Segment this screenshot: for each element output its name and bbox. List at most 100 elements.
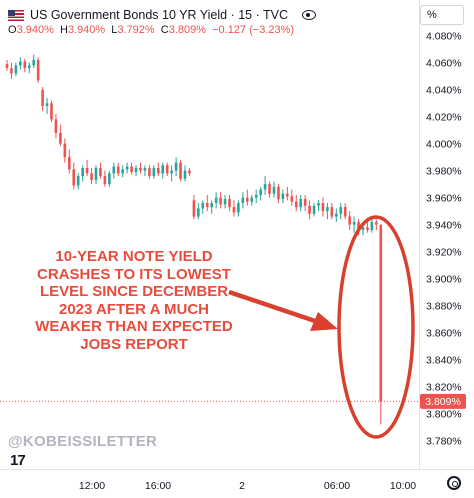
candle-body bbox=[14, 65, 18, 74]
candle-body bbox=[303, 199, 307, 206]
candle bbox=[294, 194, 298, 212]
candle bbox=[223, 194, 227, 209]
candle-body bbox=[45, 103, 49, 106]
candle bbox=[201, 200, 205, 214]
candle-body bbox=[205, 203, 209, 208]
candle bbox=[317, 200, 320, 212]
time-axis-labels: 12:00 16:00 2 06:00 10:00 bbox=[79, 480, 416, 492]
candle-body bbox=[179, 162, 182, 179]
candle bbox=[321, 197, 325, 217]
candle-body bbox=[272, 186, 276, 194]
low-value: 3.792% bbox=[117, 24, 155, 36]
candle bbox=[108, 170, 111, 187]
candle-body bbox=[375, 221, 378, 225]
candle bbox=[143, 165, 147, 177]
candle bbox=[85, 159, 89, 177]
candle-body bbox=[321, 203, 325, 212]
candle bbox=[303, 194, 307, 212]
high-label: H bbox=[59, 24, 68, 36]
candle-body bbox=[339, 207, 343, 214]
candle bbox=[326, 203, 329, 220]
candle bbox=[157, 162, 160, 177]
candle-body bbox=[263, 184, 267, 190]
candle bbox=[352, 216, 356, 233]
candle bbox=[5, 60, 9, 71]
candle-body bbox=[299, 199, 302, 208]
symbol-title: US Government Bonds 10 YR Yield · 15 · T… bbox=[30, 8, 288, 22]
unit-toggle-button[interactable]: % bbox=[420, 5, 464, 25]
y-tick-label: 4.020% bbox=[426, 112, 462, 124]
annotation-arrow-shaft bbox=[228, 289, 319, 325]
low-label: L bbox=[111, 24, 118, 36]
candle bbox=[139, 162, 142, 174]
y-tick-label: 3.800% bbox=[426, 409, 462, 421]
candle-body bbox=[286, 193, 289, 197]
y-tick-label: 3.940% bbox=[426, 220, 462, 232]
candle bbox=[148, 165, 151, 179]
candle bbox=[27, 62, 31, 74]
candle-body bbox=[370, 221, 374, 231]
candle-body bbox=[219, 197, 222, 205]
candle-body bbox=[27, 65, 31, 69]
y-tick-label: 4.040% bbox=[426, 85, 462, 97]
candle bbox=[152, 165, 156, 179]
candle-body bbox=[125, 166, 129, 170]
y-tick-label: 3.860% bbox=[426, 328, 462, 340]
candle-body bbox=[170, 170, 173, 174]
candle-body bbox=[210, 203, 213, 208]
candle-body bbox=[161, 165, 165, 174]
candle-body bbox=[116, 166, 120, 174]
y-tick-label: 4.080% bbox=[426, 31, 462, 43]
candle bbox=[188, 167, 191, 177]
candle bbox=[161, 162, 165, 179]
last-price-tag-text: 3.809% bbox=[425, 396, 461, 408]
candle bbox=[63, 138, 67, 163]
candle bbox=[130, 162, 133, 175]
y-tick-label: 3.920% bbox=[426, 247, 462, 259]
y-tick-label: 3.780% bbox=[426, 436, 462, 448]
watermark: @KOBEISSILETTER bbox=[8, 433, 158, 450]
candle-body bbox=[130, 166, 133, 173]
highlight-ellipse bbox=[337, 215, 415, 439]
candle-body bbox=[108, 173, 111, 185]
annotation-arrow-head bbox=[310, 312, 338, 331]
change-value: −0.127 (−3.23%) bbox=[212, 24, 295, 36]
eye-icon[interactable] bbox=[302, 10, 316, 20]
candle bbox=[205, 194, 209, 212]
candle bbox=[339, 203, 343, 220]
candle bbox=[348, 211, 351, 231]
candle-body bbox=[366, 227, 369, 231]
candle bbox=[36, 57, 40, 83]
candle bbox=[121, 165, 124, 178]
candle-body bbox=[112, 166, 116, 174]
candle-body bbox=[294, 201, 298, 208]
candle-body bbox=[174, 162, 178, 171]
candle bbox=[165, 162, 169, 177]
candle-body bbox=[254, 194, 258, 198]
candle-body bbox=[68, 157, 71, 170]
candle-body bbox=[357, 221, 360, 231]
candle bbox=[335, 208, 338, 222]
candles bbox=[5, 54, 383, 425]
candle bbox=[237, 200, 240, 217]
symbol-header[interactable]: US Government Bonds 10 YR Yield · 15 · T… bbox=[8, 6, 316, 24]
candle-body bbox=[259, 189, 262, 195]
candle bbox=[54, 114, 58, 139]
candle bbox=[76, 173, 80, 190]
close-label: C bbox=[160, 24, 169, 36]
candle bbox=[312, 203, 316, 217]
candle bbox=[99, 162, 102, 179]
candle-body bbox=[103, 176, 107, 185]
candle bbox=[81, 165, 84, 182]
candle-body bbox=[348, 216, 351, 225]
candle-body bbox=[81, 167, 84, 177]
candle bbox=[174, 157, 178, 177]
candle-body bbox=[188, 170, 191, 174]
candle bbox=[277, 184, 280, 204]
candle-body bbox=[152, 167, 156, 177]
candle-body bbox=[143, 167, 147, 171]
candle bbox=[232, 200, 236, 217]
candle bbox=[179, 159, 182, 182]
gear-icon[interactable] bbox=[447, 476, 461, 490]
